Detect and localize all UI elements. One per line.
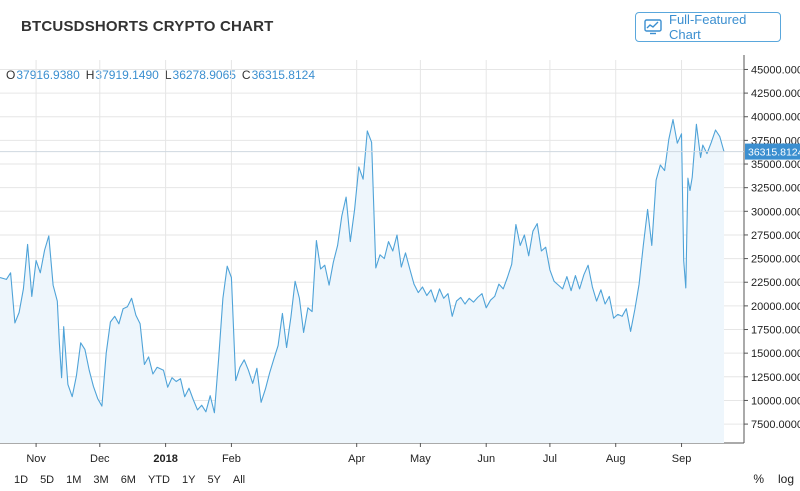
x-tick-label: Jul (543, 453, 557, 465)
high-value: 37919.1490 (95, 68, 159, 82)
y-tick-label: 15000.0000 (751, 348, 800, 360)
x-tick-label: Dec (90, 453, 110, 465)
x-tick-label: Jun (477, 453, 495, 465)
range-buttons: 1D 5D 1M 3M 6M YTD 1Y 5Y All (8, 474, 251, 486)
bottom-toolbar: 1D 5D 1M 3M 6M YTD 1Y 5Y All % log (0, 466, 800, 491)
scale-buttons: % log (753, 472, 794, 486)
log-scale-button[interactable]: log (777, 472, 794, 486)
range-button-3m[interactable]: 3M (93, 474, 109, 486)
x-tick-label: Aug (606, 453, 626, 465)
y-tick-label: 17500.0000 (751, 325, 800, 337)
x-tick-label: Apr (348, 453, 365, 465)
x-tick-label: Feb (222, 453, 241, 465)
page-title: BTCUSDSHORTS CRYPTO CHART (21, 18, 274, 35)
range-button-ytd[interactable]: YTD (147, 474, 170, 486)
y-tick-label: 35000.0000 (751, 159, 800, 171)
area-fill (0, 119, 724, 443)
y-tick-label: 42500.0000 (751, 88, 800, 100)
close-value: 36315.8124 (251, 68, 315, 82)
x-tick-label: May (410, 453, 431, 465)
y-tick-label: 12500.0000 (751, 372, 800, 384)
y-tick-label: 27500.0000 (751, 230, 800, 242)
ohlc-readout: O37916.9380 H37919.1490 L36278.9065 C363… (6, 68, 315, 82)
x-tick-label: Sep (672, 453, 692, 465)
open-value: 37916.9380 (16, 68, 80, 82)
range-button-1y[interactable]: 1Y (181, 474, 196, 486)
y-tick-label: 22500.0000 (751, 277, 800, 289)
y-tick-label: 20000.0000 (751, 301, 800, 313)
y-tick-label: 25000.0000 (751, 254, 800, 266)
y-tick-label: 10000.0000 (751, 395, 800, 407)
range-button-1d[interactable]: 1D (14, 474, 29, 486)
y-tick-label: 40000.0000 (751, 112, 800, 124)
last-price-badge (745, 143, 800, 160)
x-tick-label: 2018 (153, 453, 177, 465)
low-value: 36278.9065 (172, 68, 236, 82)
price-chart[interactable]: 7500.0000 10000.0000 12500.0000 15000.0000 1… (0, 0, 800, 466)
y-tick-label: 30000.0000 (751, 206, 800, 218)
full-featured-chart-button[interactable]: Full-Featured Chart (635, 12, 781, 42)
percent-scale-button[interactable]: % (753, 472, 764, 486)
full-featured-chart-label: Full-Featured Chart (669, 12, 747, 42)
range-button-5d[interactable]: 5D (40, 474, 55, 486)
y-tick-label: 45000.0000 (751, 64, 800, 76)
y-tick-label: 32500.0000 (751, 183, 800, 195)
y-tick-label: 7500.0000 (751, 419, 800, 431)
high-label: H (85, 68, 95, 82)
last-price-label: 36315.8124 (748, 147, 800, 159)
range-button-1m[interactable]: 1M (66, 474, 82, 486)
close-label: C (241, 68, 251, 82)
series-line (0, 119, 725, 414)
chart-icon (644, 19, 662, 35)
range-button-5y[interactable]: 5Y (207, 474, 221, 486)
range-button-all[interactable]: All (232, 474, 246, 486)
range-button-6m[interactable]: 6M (120, 474, 136, 486)
open-label: O (6, 68, 16, 82)
x-tick-label: Nov (26, 453, 46, 465)
low-label: L (164, 68, 172, 82)
